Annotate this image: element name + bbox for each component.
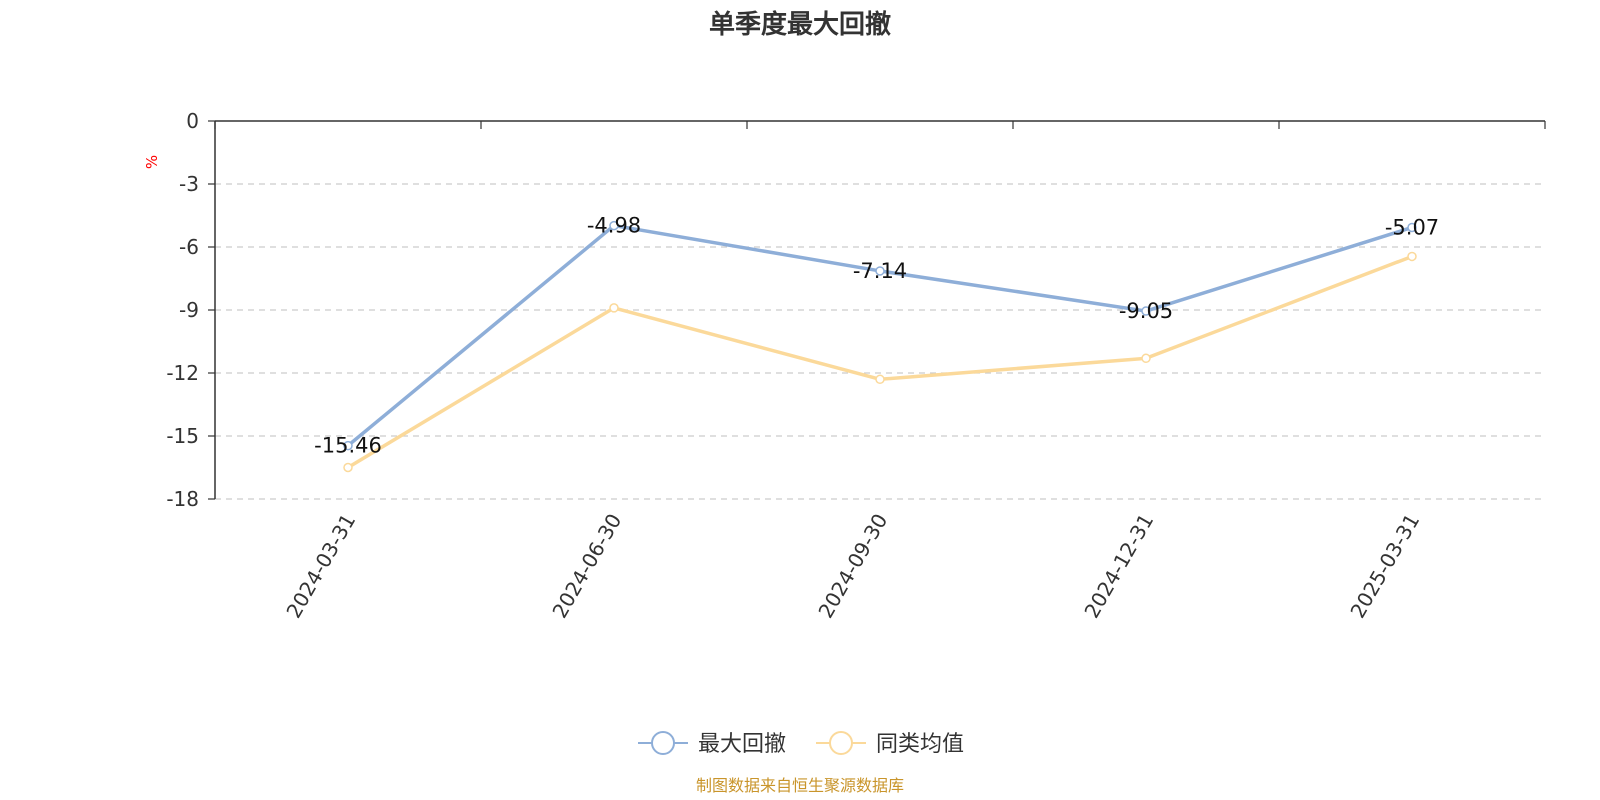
series-lines	[343, 220, 1417, 473]
y-tick-label: -3	[179, 172, 199, 196]
source-note: 制图数据来自恒生聚源数据库	[696, 776, 904, 795]
data-label: -15.46	[314, 434, 382, 458]
x-tick-label: 2024-03-31	[281, 510, 360, 623]
y-tick-label: -15	[166, 424, 199, 448]
data-label: -7.14	[853, 259, 907, 283]
legend-label: 同类均值	[876, 732, 964, 757]
grid-lines	[215, 183, 1545, 500]
x-tick-label: 2024-12-31	[1079, 510, 1158, 623]
y-tick-label: -6	[179, 235, 199, 259]
data-point	[343, 440, 353, 451]
legend-marker-icon	[829, 731, 853, 755]
y-tick-label: 0	[186, 109, 199, 133]
legend-marker-icon	[651, 731, 675, 755]
data-point	[609, 220, 619, 231]
x-tick-label: 2024-09-30	[813, 510, 892, 623]
legend[interactable]: 最大回撤 同类均值	[638, 731, 964, 757]
x-tick-label: 2024-06-30	[547, 510, 626, 623]
data-point	[875, 374, 885, 385]
legend-item[interactable]: 同类均值	[816, 731, 964, 757]
data-point	[1407, 222, 1417, 233]
axes: 0 -3 -6 -9 -12 -15 -18 2024-03-31 2024-06-30 2024…	[166, 109, 1546, 623]
y-tick-label: -12	[166, 361, 199, 385]
data-point	[609, 303, 619, 313]
data-point	[1141, 306, 1151, 316]
y-tick-label: -9	[179, 298, 199, 322]
data-labels: -15.46 -4.98 -7.14 -9.05 -5.07	[314, 214, 1439, 458]
x-tick-label: 2025-03-31	[1345, 510, 1424, 623]
data-point	[875, 266, 885, 276]
legend-item[interactable]: 最大回撤	[638, 731, 786, 757]
data-point	[343, 462, 353, 473]
data-point	[1407, 251, 1417, 262]
legend-label: 最大回撤	[698, 732, 786, 757]
data-label: -4.98	[587, 214, 641, 238]
data-point	[1141, 353, 1151, 364]
data-label: -9.05	[1119, 299, 1173, 323]
y-tick-label: -18	[166, 487, 199, 511]
data-label: -5.07	[1385, 215, 1439, 239]
y-axis-unit-label: %	[143, 155, 161, 169]
chart-title: 单季度最大回撤	[709, 9, 891, 40]
